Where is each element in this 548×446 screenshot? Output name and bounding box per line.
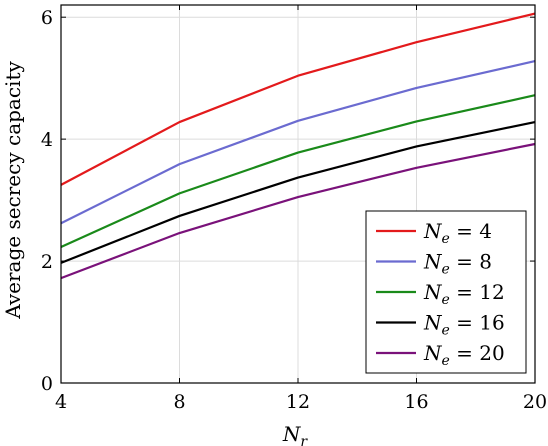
y-tick-label: 2 — [41, 251, 53, 273]
x-axis-label: Nr — [282, 422, 309, 446]
x-tick-label: 12 — [286, 391, 310, 413]
axis-ticks: 4 8 12 16 20 0 2 4 6 — [41, 5, 547, 413]
series-line — [60, 12, 536, 186]
series-line — [60, 94, 536, 249]
legend-entry: Ne = 16 — [423, 311, 505, 339]
legend-entry: Ne = 12 — [423, 280, 505, 308]
x-tick-label: 16 — [404, 391, 428, 413]
y-tick-label: 0 — [41, 373, 53, 395]
y-axis-label: Average secrecy capacity — [1, 61, 25, 320]
legend-entry: Ne = 8 — [423, 250, 492, 278]
legend-entry: Ne = 20 — [423, 341, 505, 369]
x-tick-label: 20 — [523, 391, 547, 413]
series-line — [60, 60, 536, 225]
legend-entry: Ne = 4 — [423, 219, 492, 247]
series-lines — [60, 12, 536, 280]
x-tick-label: 4 — [55, 391, 67, 413]
series-line — [60, 120, 536, 264]
series-line — [60, 142, 536, 280]
x-tick-label: 8 — [173, 391, 185, 413]
y-tick-label: 6 — [41, 7, 53, 29]
y-tick-label: 4 — [41, 129, 53, 151]
grid — [61, 5, 535, 383]
